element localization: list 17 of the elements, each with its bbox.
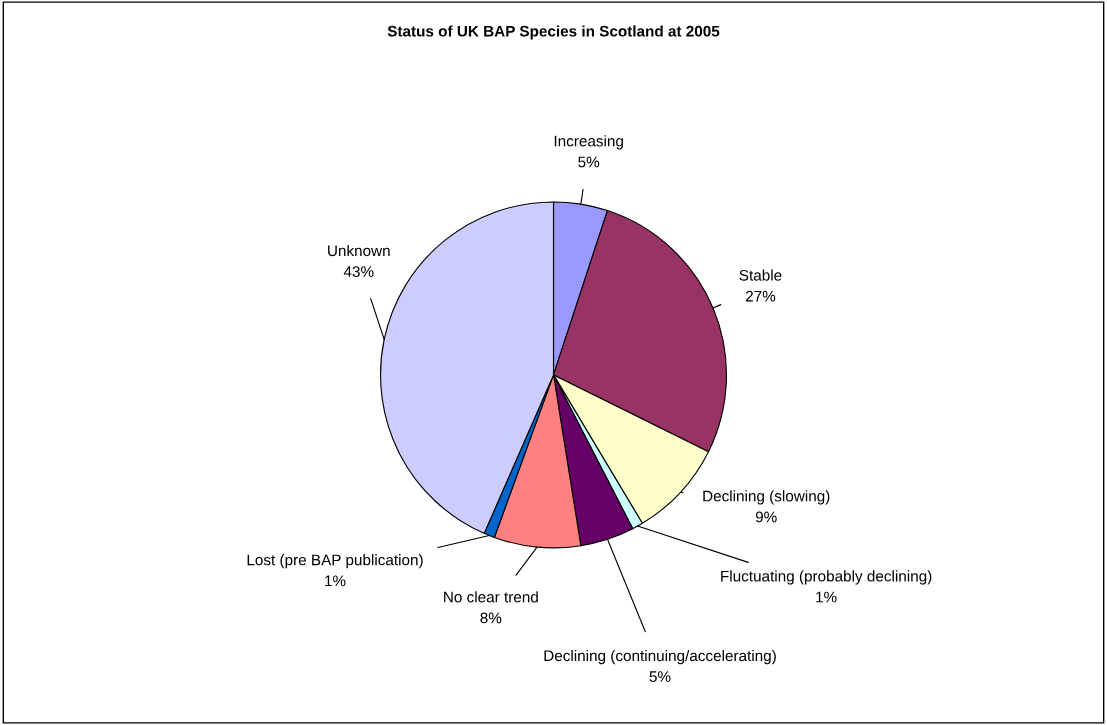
slice-label: No clear trend <box>444 591 538 603</box>
data-label: 43% <box>343 266 374 278</box>
data-label: 8% <box>480 612 502 624</box>
chart-title: Status of UK BAP Species in Scotland at 2005 <box>387 25 720 40</box>
data-label: 27% <box>745 290 776 302</box>
data-label: 5% <box>649 671 671 683</box>
data-label: 5% <box>578 156 600 168</box>
slice-label: Fluctuating (probably declining) <box>721 570 932 585</box>
data-label: 9% <box>755 511 777 523</box>
legend-label: Declining (slowing) <box>703 490 830 505</box>
slice-label: Lost (pre BAP publication) <box>247 554 423 569</box>
slice-label: Declining (continuing/accelerating) <box>544 649 776 665</box>
data-label: 1% <box>325 575 346 587</box>
slice-label: Unknown <box>328 244 390 257</box>
data-label: 1% <box>816 591 837 603</box>
slice-label: Increasing <box>554 135 623 150</box>
slice-label: Stable <box>739 269 782 281</box>
